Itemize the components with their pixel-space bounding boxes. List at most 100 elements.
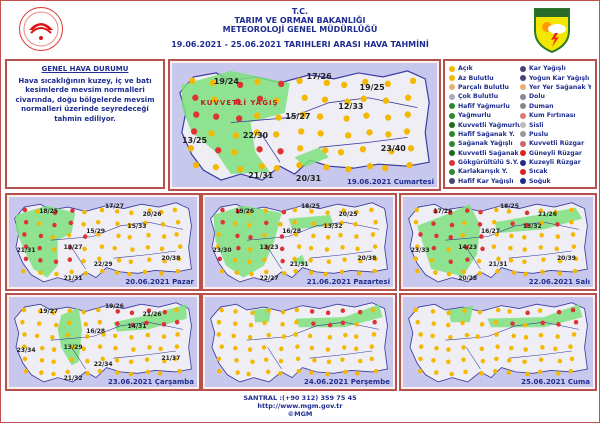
sun-icon	[537, 308, 543, 313]
sun-icon	[325, 347, 331, 352]
sun-icon	[81, 346, 86, 352]
sun-icon	[413, 219, 419, 225]
sun-icon	[83, 322, 89, 327]
sun-icon	[538, 245, 543, 250]
temperature-label: 15/33	[127, 223, 147, 230]
sun-icon	[247, 247, 253, 252]
sun-icon	[413, 307, 418, 313]
sun-icon	[571, 244, 577, 249]
legend-label: Hafif Kar Yağışlı	[458, 177, 514, 184]
map-date: 21.06.2021 Pazartesi	[306, 278, 390, 286]
thunderstorm-icon	[235, 115, 243, 122]
forecast-map: 24.06.2021 Perşembe	[201, 293, 397, 391]
sun-icon	[418, 356, 423, 362]
thunderstorm-icon	[540, 320, 546, 326]
thunderstorm-icon	[357, 309, 363, 315]
hail-icon	[520, 93, 526, 100]
sun-icon	[216, 332, 221, 337]
sun-icon	[511, 270, 517, 275]
header-tc: T.C.	[291, 7, 309, 16]
sun-icon	[523, 271, 528, 277]
sun-icon	[523, 335, 529, 340]
sun-icon	[85, 371, 90, 376]
sun-icon	[369, 344, 375, 349]
thunderstorm-icon	[340, 308, 346, 313]
sun-icon	[54, 322, 59, 328]
thunderstorm-icon	[68, 220, 74, 226]
sun-icon	[461, 357, 466, 362]
sun-icon	[326, 259, 331, 265]
temperature-label: 19/25	[359, 83, 385, 93]
sun-icon	[479, 346, 485, 352]
sun-icon	[522, 235, 527, 240]
temperature-label: 23/30	[212, 247, 232, 255]
sun-icon	[250, 310, 255, 316]
sun-icon	[293, 332, 298, 337]
footer-url[interactable]: http://www.mgm.gov.tr	[257, 402, 343, 410]
sun-icon	[324, 222, 329, 228]
sun-icon	[20, 319, 25, 325]
sun-icon	[278, 222, 283, 227]
thunderstorm-icon	[38, 233, 44, 239]
sun-icon	[126, 222, 132, 228]
sun-icon	[176, 256, 182, 262]
sun-icon	[308, 258, 313, 263]
sun-icon	[506, 370, 512, 375]
sun-icon	[263, 208, 268, 213]
thunderstorm-icon	[327, 322, 333, 328]
sun-icon	[129, 210, 134, 216]
sun-icon	[279, 346, 284, 352]
sun-icon	[36, 221, 42, 226]
rain-area	[288, 215, 334, 230]
hot-icon	[520, 168, 526, 175]
sun-icon	[523, 347, 528, 352]
sun-icon	[66, 232, 72, 238]
sun-icon	[355, 246, 360, 252]
sun-icon	[114, 358, 120, 363]
sun-icon	[448, 335, 453, 340]
sun-icon	[311, 233, 316, 239]
temperature-label: 15/27	[285, 111, 311, 121]
sun-icon	[295, 356, 301, 362]
sun-icon	[341, 208, 346, 213]
thunderstorm-icon	[235, 209, 241, 214]
sun-icon	[325, 371, 330, 377]
sun-icon	[321, 96, 329, 103]
sun-icon	[130, 247, 135, 252]
legend-item: Çok Bulutlu	[449, 92, 520, 101]
sun-icon	[247, 335, 253, 340]
sun-icon	[231, 333, 236, 339]
sun-icon	[51, 347, 57, 352]
sun-icon	[507, 309, 512, 314]
header: T.C. TARIM VE ORMAN BAKANLIĞI METEOROLOJ…	[1, 1, 599, 57]
sun-icon	[38, 270, 43, 275]
snow-icon	[520, 65, 526, 72]
temperature-label: 16/28	[282, 228, 302, 236]
sun-icon	[22, 356, 28, 362]
legend-item: Puslu	[520, 130, 591, 139]
sun-icon	[84, 334, 90, 339]
sun-icon	[363, 112, 370, 119]
fog-icon	[520, 122, 526, 129]
light-rain-icon	[449, 103, 455, 110]
sun-icon	[37, 321, 42, 326]
thunderstorm-icon	[431, 221, 436, 226]
thunderstorm-icon	[449, 159, 455, 166]
thunderstorm-icon	[449, 222, 455, 228]
sun-icon	[67, 308, 72, 313]
temperature-label: 15/29	[86, 228, 106, 236]
sun-icon	[189, 77, 196, 85]
sun-icon	[384, 114, 392, 121]
sun-icon	[126, 271, 132, 277]
thunderstorm-icon	[23, 219, 29, 225]
sun-icon	[388, 148, 395, 155]
thunderstorm-icon	[53, 259, 59, 265]
temperature-label: 19/26	[105, 303, 124, 311]
sun-icon	[339, 220, 344, 226]
sun-icon	[323, 163, 330, 171]
thunderstorm-icon	[556, 309, 562, 315]
sun-icon	[40, 345, 45, 351]
sun-icon	[370, 307, 376, 313]
sun-icon	[345, 165, 352, 173]
